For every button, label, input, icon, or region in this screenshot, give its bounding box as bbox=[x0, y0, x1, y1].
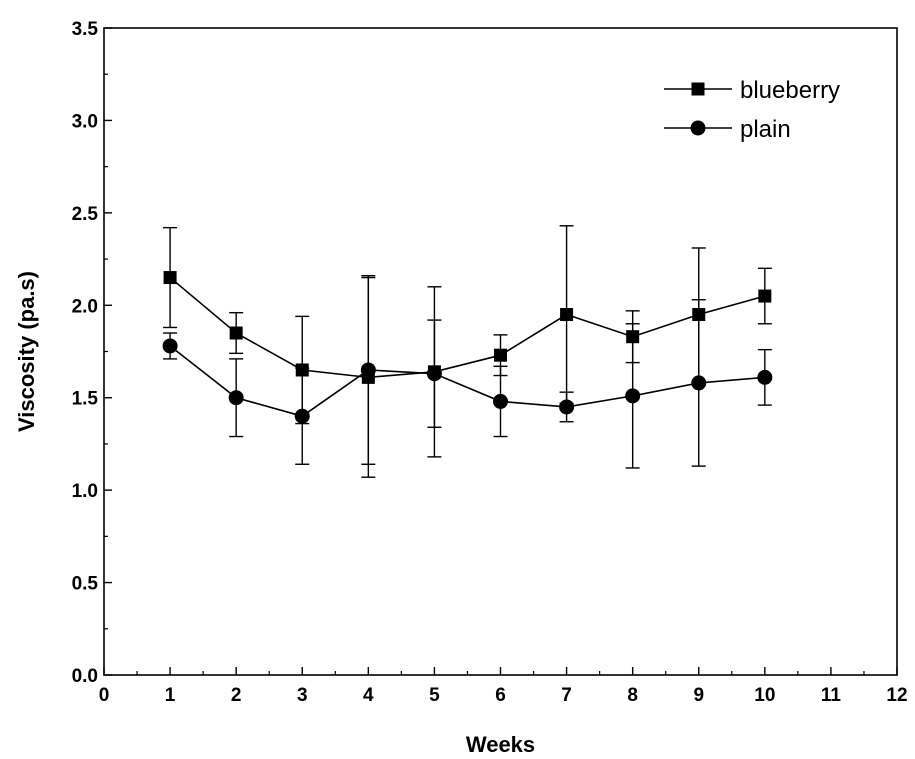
plain-point bbox=[757, 369, 773, 385]
blueberry-point bbox=[494, 348, 507, 362]
blueberry-line bbox=[169, 276, 766, 379]
legend-label: blueberry bbox=[740, 77, 840, 104]
y-tick-label: 0.5 bbox=[72, 574, 99, 595]
y-tick-label: 1.5 bbox=[72, 389, 99, 410]
plain-point bbox=[360, 362, 376, 378]
y-tick-label: 3.0 bbox=[72, 111, 98, 132]
x-tick-label: 3 bbox=[297, 685, 308, 706]
x-tick-label: 2 bbox=[231, 685, 242, 706]
plain-point bbox=[426, 366, 442, 382]
y-axis-title: Viscosity (pa.s) bbox=[14, 271, 39, 432]
x-tick-label: 7 bbox=[561, 685, 572, 706]
plain-point bbox=[162, 338, 178, 354]
series-plain bbox=[162, 275, 773, 469]
plain-point bbox=[294, 408, 310, 424]
plain-point bbox=[691, 375, 707, 391]
plain-point bbox=[493, 393, 508, 409]
ticks: 0 1 2 3 4 5 6 7 8 9 10 11 120.00.51.01.52.02.53.03.5 bbox=[72, 19, 908, 706]
y-tick-label: 2.5 bbox=[72, 204, 99, 225]
x-tick-label: 1 bbox=[165, 685, 176, 706]
x-axis-title: Weeks bbox=[466, 732, 535, 757]
blueberry-point bbox=[229, 326, 243, 340]
y-tick-label: 1.0 bbox=[72, 481, 98, 502]
legend-item-plain: plain bbox=[664, 116, 791, 143]
x-tick-label: 9 bbox=[693, 685, 704, 706]
legend-item-blueberry: blueberry bbox=[664, 77, 840, 104]
x-tick-label: 12 bbox=[886, 685, 907, 706]
y-tick-label: 0.0 bbox=[72, 666, 98, 687]
x-tick-label: 8 bbox=[627, 685, 638, 706]
y-tick-label: 2.0 bbox=[72, 296, 98, 317]
plain-point bbox=[228, 390, 244, 406]
blueberry-point bbox=[163, 271, 177, 285]
x-tick-label: 6 bbox=[495, 685, 506, 706]
y-tick-label: 3.5 bbox=[72, 19, 99, 40]
series-blueberry bbox=[163, 225, 772, 478]
x-tick-label: 11 bbox=[821, 685, 842, 706]
x-tick-label: 5 bbox=[429, 685, 440, 706]
plain-point bbox=[559, 399, 575, 415]
blueberry-point bbox=[560, 308, 574, 322]
plain-point bbox=[625, 388, 641, 404]
blueberry-point bbox=[758, 289, 772, 303]
series bbox=[162, 225, 773, 478]
legend-marker bbox=[691, 82, 705, 96]
x-tick-label: 4 bbox=[363, 685, 374, 706]
plain-line bbox=[169, 345, 765, 418]
legend-label: plain bbox=[740, 116, 791, 143]
legend: blueberry plain bbox=[664, 77, 840, 143]
x-tick-label: 0 bbox=[99, 685, 110, 706]
x-tick-label: 10 bbox=[754, 685, 775, 706]
legend-marker bbox=[690, 120, 706, 136]
